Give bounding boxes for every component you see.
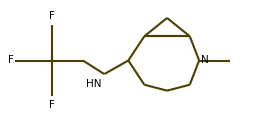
Text: F: F	[49, 11, 55, 22]
Text: F: F	[8, 56, 14, 65]
Text: N: N	[201, 56, 209, 65]
Text: F: F	[49, 99, 55, 110]
Text: HN: HN	[86, 79, 102, 89]
